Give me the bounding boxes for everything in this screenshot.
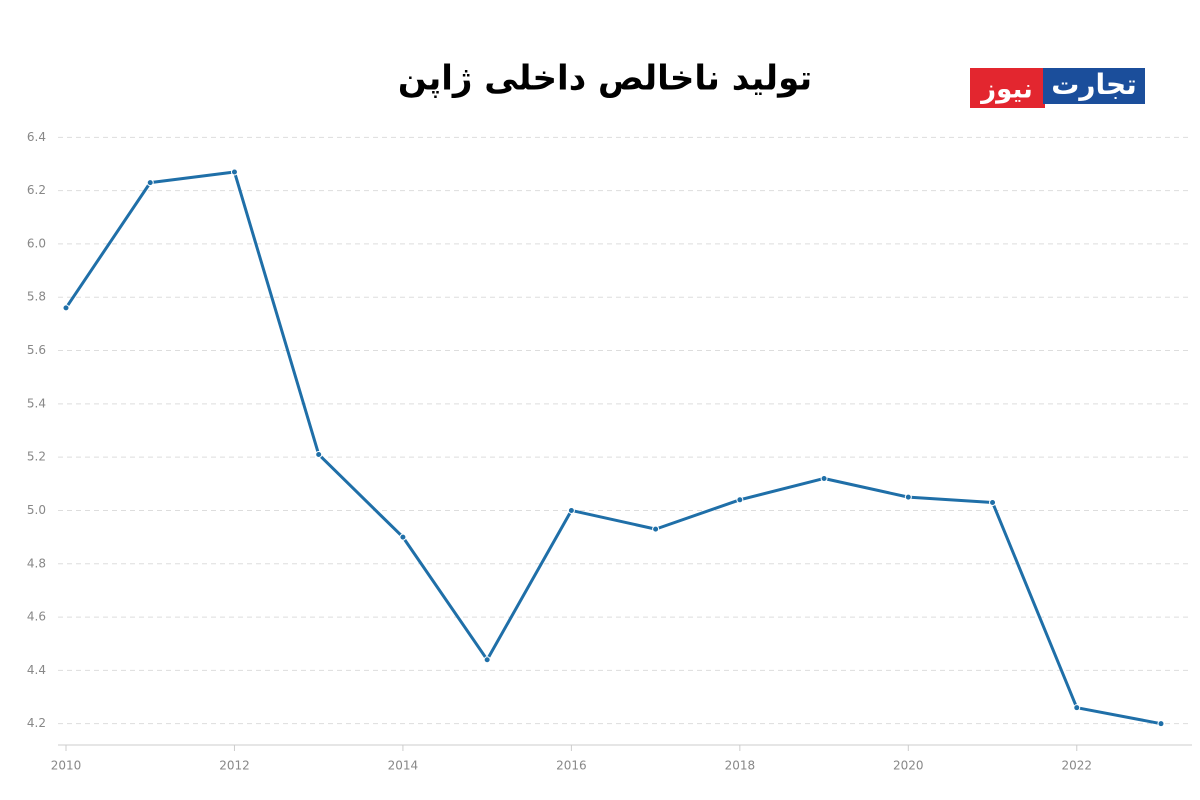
y-tick-label: 5.8 bbox=[27, 290, 46, 304]
logo-blue bbox=[1043, 68, 1145, 104]
y-tick-label: 6.4 bbox=[27, 130, 46, 144]
logo-red bbox=[970, 68, 1045, 108]
y-tick-label: 6.0 bbox=[27, 236, 46, 250]
y-tick-label: 5.6 bbox=[27, 343, 46, 357]
point bbox=[820, 474, 828, 482]
logo: تجارت نیوز bbox=[970, 68, 1145, 108]
point bbox=[1073, 704, 1081, 712]
y-tick-label: 5.4 bbox=[27, 396, 46, 410]
y-tick-label: 5.2 bbox=[27, 450, 46, 464]
chart-title: تولید ناخالص داخلی ژاپن bbox=[398, 59, 812, 99]
point bbox=[483, 656, 491, 664]
y-tick-label: 4.6 bbox=[27, 610, 46, 624]
point bbox=[146, 179, 154, 187]
point bbox=[652, 525, 660, 533]
y-tick-label: 5.0 bbox=[27, 503, 46, 517]
x-tick-label: 2022 bbox=[1061, 759, 1092, 773]
y-tick-label: 4.2 bbox=[27, 716, 46, 730]
point bbox=[904, 493, 912, 501]
point bbox=[399, 533, 407, 541]
y-tick-label: 4.8 bbox=[27, 556, 46, 570]
point bbox=[1157, 720, 1165, 728]
x-tick-label: 2010 bbox=[51, 759, 82, 773]
point bbox=[567, 506, 575, 514]
point bbox=[736, 496, 744, 504]
x-tick-label: 2018 bbox=[725, 759, 756, 773]
point bbox=[230, 168, 238, 176]
point bbox=[989, 498, 997, 506]
line bbox=[64, 170, 1162, 726]
logo-text: نیوز bbox=[979, 75, 1033, 105]
x-tick-label: 2014 bbox=[388, 759, 419, 773]
x-tick-label: 2020 bbox=[893, 759, 924, 773]
y-tick-label: 4.4 bbox=[27, 663, 46, 677]
logo-text: تجارت bbox=[1051, 68, 1136, 101]
x-tick-label: 2012 bbox=[219, 759, 250, 773]
point bbox=[62, 304, 70, 312]
point bbox=[315, 450, 323, 458]
x-tick-label: 2016 bbox=[556, 759, 587, 773]
y-tick-label: 6.2 bbox=[27, 183, 46, 197]
